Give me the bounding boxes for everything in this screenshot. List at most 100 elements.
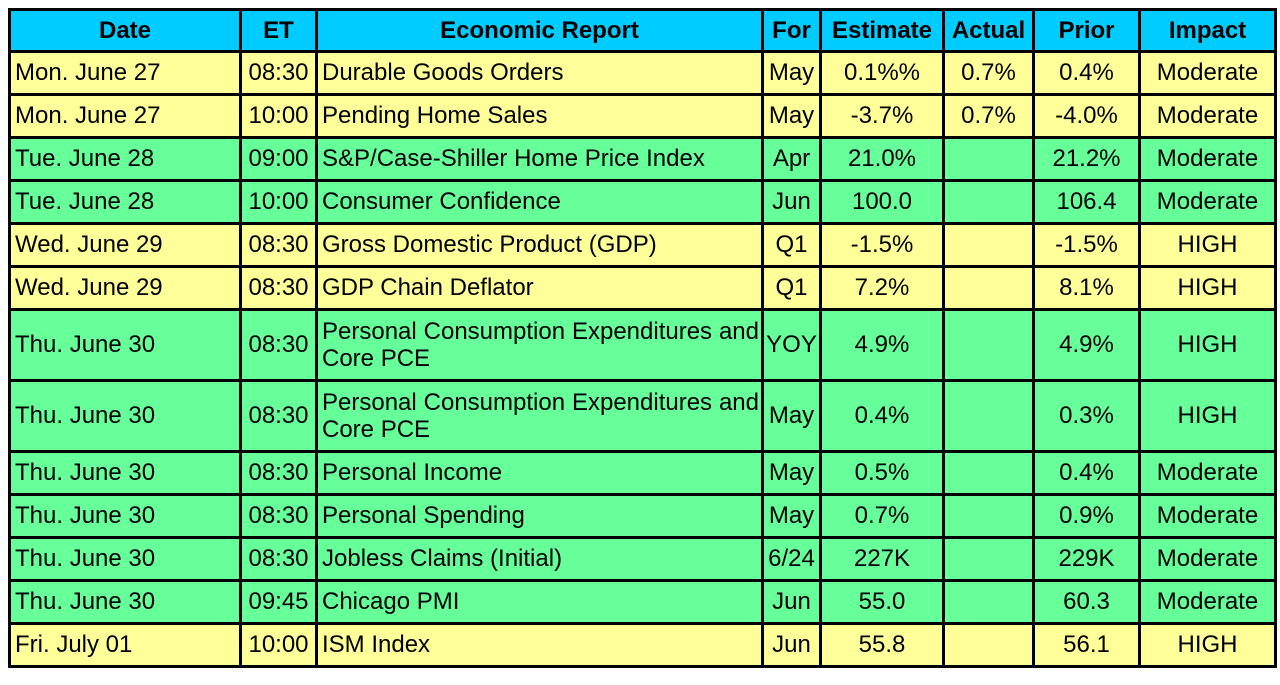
time-cell: 10:00 (239, 622, 318, 668)
table-row: Mon. June 27 08:30 Durable Goods Orders … (8, 50, 1277, 96)
table-row: Thu. June 30 09:45 Chicago PMI Jun 55.0 … (8, 579, 1277, 625)
time-cell: 08:30 (239, 265, 318, 311)
report-cell: S&P/Case-Shiller Home Price Index (315, 136, 764, 182)
actual-cell (942, 536, 1035, 582)
date-cell: Mon. June 27 (8, 50, 242, 96)
column-header-impact: Impact (1138, 8, 1277, 53)
period-cell: Jun (761, 179, 822, 225)
period-cell: May (761, 50, 822, 96)
actual-cell (942, 493, 1035, 539)
period-cell: Q1 (761, 265, 822, 311)
period-cell: May (761, 379, 822, 453)
economic-calendar: Date ET Economic Report For Estimate Act… (8, 8, 1277, 677)
impact-cell: Moderate (1138, 579, 1277, 625)
date-cell: Tue. June 28 (8, 136, 242, 182)
table-row: Thu. June 30 08:30 Personal Spending May… (8, 493, 1277, 539)
actual-cell: 0.7% (942, 93, 1035, 139)
header-row: Date ET Economic Report For Estimate Act… (8, 8, 1277, 53)
prior-cell: -4.0% (1032, 93, 1141, 139)
estimate-cell: 7.2% (819, 265, 945, 311)
actual-cell (942, 179, 1035, 225)
estimate-cell: 4.9% (819, 308, 945, 382)
table-row: Thu. June 30 08:30 Personal Income May 0… (8, 450, 1277, 496)
estimate-cell: -3.7% (819, 93, 945, 139)
estimate-cell: 0.1%% (819, 50, 945, 96)
table-row: Wed. June 29 08:30 Gross Domestic Produc… (8, 222, 1277, 268)
time-cell: 10:00 (239, 93, 318, 139)
table-row: Thu. June 30 08:30 Personal Consumption … (8, 308, 1277, 382)
time-cell: 08:30 (239, 379, 318, 453)
column-header-et: ET (239, 8, 318, 53)
column-header-actual: Actual (942, 8, 1035, 53)
time-cell: 09:00 (239, 136, 318, 182)
period-cell: May (761, 93, 822, 139)
period-cell: 6/24 (761, 536, 822, 582)
report-cell: ISM Index (315, 622, 764, 668)
date-cell: Thu. June 30 (8, 450, 242, 496)
prior-cell: 0.4% (1032, 450, 1141, 496)
period-cell: Apr (761, 136, 822, 182)
prior-cell: 60.3 (1032, 579, 1141, 625)
table-row: Fri. July 01 10:00 ISM Index Jun 55.8 56… (8, 622, 1277, 668)
prior-cell: -1.5% (1032, 222, 1141, 268)
report-cell: Jobless Claims (Initial) (315, 536, 764, 582)
time-cell: 08:30 (239, 222, 318, 268)
estimate-cell: 21.0% (819, 136, 945, 182)
table-row: Tue. June 28 10:00 Consumer Confidence J… (8, 179, 1277, 225)
report-cell: Personal Spending (315, 493, 764, 539)
impact-cell: Moderate (1138, 450, 1277, 496)
column-header-economic-report: Economic Report (315, 8, 764, 53)
impact-cell: Moderate (1138, 179, 1277, 225)
time-cell: 08:30 (239, 450, 318, 496)
report-cell: GDP Chain Deflator (315, 265, 764, 311)
table-row: Mon. June 27 10:00 Pending Home Sales Ma… (8, 93, 1277, 139)
column-header-prior: Prior (1032, 8, 1141, 53)
time-cell: 08:30 (239, 50, 318, 96)
date-cell: Thu. June 30 (8, 579, 242, 625)
actual-cell (942, 450, 1035, 496)
report-cell: Personal Income (315, 450, 764, 496)
date-cell: Wed. June 29 (8, 222, 242, 268)
estimate-cell: 55.0 (819, 579, 945, 625)
table-row: Thu. June 30 08:30 Jobless Claims (Initi… (8, 536, 1277, 582)
prior-cell: 0.3% (1032, 379, 1141, 453)
column-header-date: Date (8, 8, 242, 53)
impact-cell: Moderate (1138, 493, 1277, 539)
actual-cell (942, 308, 1035, 382)
period-cell: May (761, 450, 822, 496)
prior-cell: 106.4 (1032, 179, 1141, 225)
date-cell: Thu. June 30 (8, 536, 242, 582)
estimate-cell: 0.4% (819, 379, 945, 453)
prior-cell: 21.2% (1032, 136, 1141, 182)
report-cell: Chicago PMI (315, 579, 764, 625)
actual-cell (942, 622, 1035, 668)
report-cell: Durable Goods Orders (315, 50, 764, 96)
period-cell: Q1 (761, 222, 822, 268)
date-cell: Thu. June 30 (8, 308, 242, 382)
actual-cell: 0.7% (942, 50, 1035, 96)
period-cell: Jun (761, 579, 822, 625)
estimate-cell: 0.7% (819, 493, 945, 539)
date-cell: Thu. June 30 (8, 379, 242, 453)
impact-cell: Moderate (1138, 536, 1277, 582)
actual-cell (942, 265, 1035, 311)
date-cell: Fri. July 01 (8, 622, 242, 668)
report-cell: Consumer Confidence (315, 179, 764, 225)
table-row: Tue. June 28 09:00 S&P/Case-Shiller Home… (8, 136, 1277, 182)
estimate-cell: 0.5% (819, 450, 945, 496)
actual-cell (942, 579, 1035, 625)
actual-cell (942, 222, 1035, 268)
report-cell: Personal Consumption Expenditures and Co… (315, 379, 764, 453)
estimate-cell: -1.5% (819, 222, 945, 268)
impact-cell: Moderate (1138, 136, 1277, 182)
table-row: Wed. June 29 08:30 GDP Chain Deflator Q1… (8, 265, 1277, 311)
impact-cell: Moderate (1138, 50, 1277, 96)
time-cell: 08:30 (239, 493, 318, 539)
prior-cell: 0.4% (1032, 50, 1141, 96)
date-cell: Tue. June 28 (8, 179, 242, 225)
actual-cell (942, 136, 1035, 182)
period-cell: May (761, 493, 822, 539)
estimate-cell: 100.0 (819, 179, 945, 225)
impact-cell: HIGH (1138, 308, 1277, 382)
impact-cell: HIGH (1138, 379, 1277, 453)
